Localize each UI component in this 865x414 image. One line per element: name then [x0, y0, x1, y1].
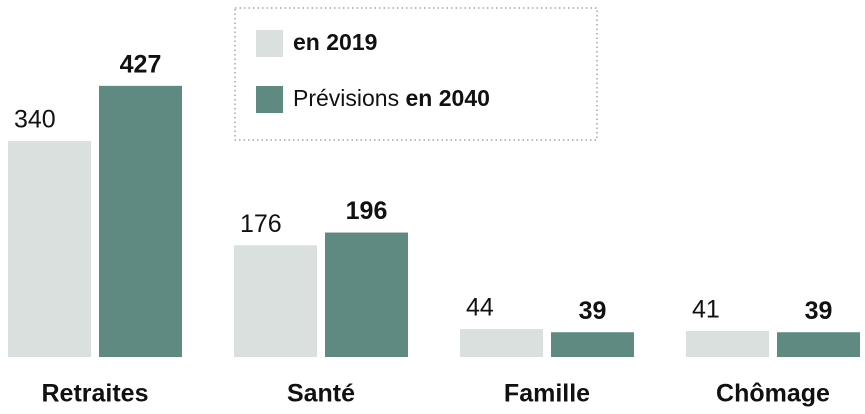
- legend-word: 2019: [320, 29, 378, 55]
- category-label: Famille: [504, 380, 590, 408]
- value-label: 39: [805, 297, 833, 325]
- bar: [99, 85, 182, 357]
- bar: [777, 332, 860, 357]
- category-label: Chômage: [716, 380, 830, 408]
- bar: [551, 332, 634, 357]
- value-label: 340: [14, 106, 56, 134]
- bar: [8, 141, 91, 357]
- bar: [460, 329, 543, 357]
- value-label: 39: [579, 297, 607, 325]
- legend-swatch: [256, 86, 283, 113]
- legend-word: en: [293, 29, 320, 55]
- legend-word: 2040: [432, 85, 490, 111]
- legend-swatch: [256, 30, 283, 57]
- value-label: 196: [346, 197, 388, 225]
- value-label: 41: [692, 296, 720, 324]
- bar: [325, 232, 408, 357]
- value-label: 427: [120, 50, 162, 78]
- value-label: 44: [466, 294, 494, 322]
- legend-label: en 2019: [293, 29, 377, 55]
- legend-label: Prévisions en 2040: [293, 85, 490, 111]
- bar: [234, 245, 317, 357]
- category-label: Santé: [287, 380, 355, 408]
- legend-box: [234, 7, 598, 141]
- value-label: 176: [240, 210, 282, 238]
- category-label: Retraites: [42, 380, 149, 408]
- legend-word: en: [399, 85, 432, 111]
- bar: [686, 330, 769, 357]
- legend-word: Prévisions: [293, 85, 399, 111]
